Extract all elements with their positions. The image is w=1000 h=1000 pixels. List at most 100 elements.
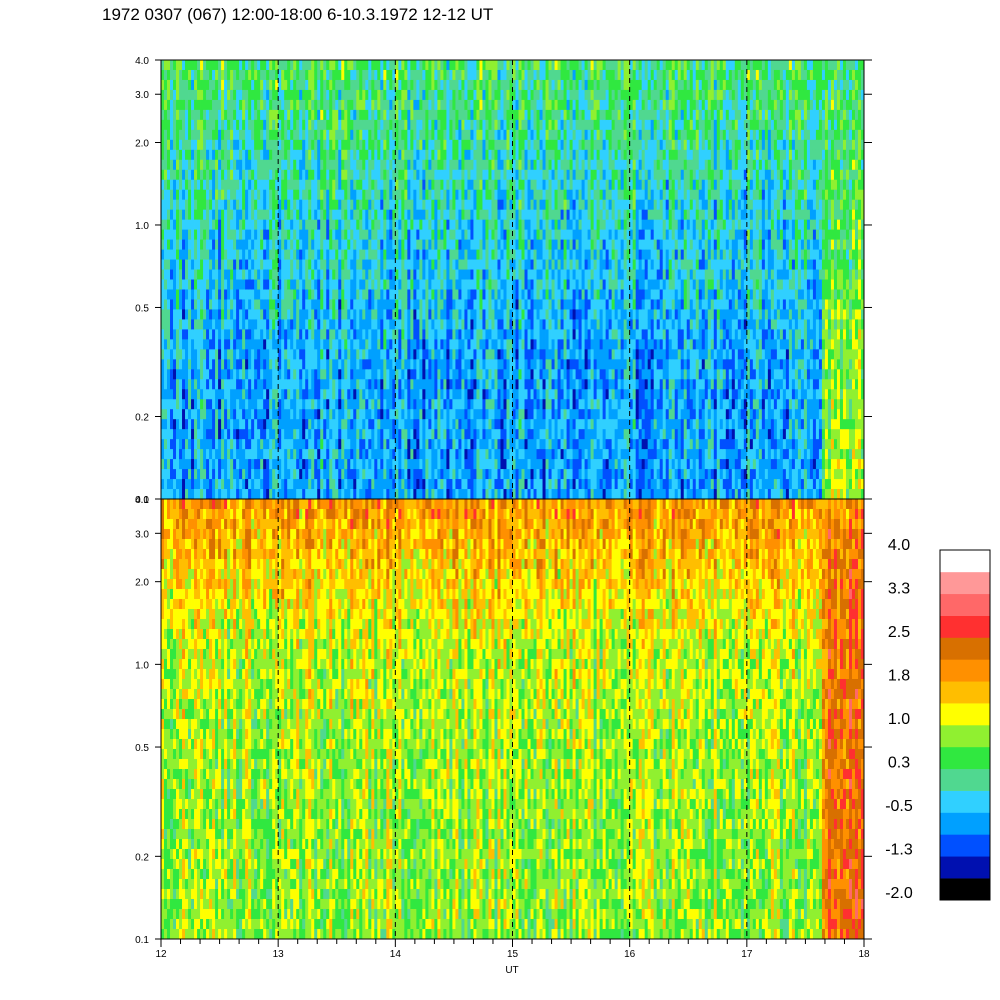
heatmap-cell: [254, 209, 258, 221]
heatmap-cell: [326, 99, 330, 111]
heatmap-cell: [194, 399, 198, 410]
heatmap-cell: [215, 359, 219, 370]
heatmap-cell: [431, 449, 435, 460]
heatmap-cell: [476, 409, 480, 420]
heatmap-cell: [224, 179, 228, 191]
heatmap-cell: [278, 79, 282, 91]
heatmap-cell: [314, 299, 318, 310]
heatmap-cell: [437, 199, 441, 211]
heatmap-cell: [422, 139, 426, 151]
heatmap-cell: [344, 479, 348, 490]
heatmap-cell: [326, 419, 330, 430]
heatmap-cell: [212, 419, 216, 430]
heatmap-cell: [482, 189, 486, 201]
heatmap-cell: [362, 369, 366, 380]
heatmap-cell: [431, 159, 435, 171]
heatmap-cell: [377, 129, 381, 141]
heatmap-cell: [251, 379, 255, 390]
heatmap-cell: [203, 99, 207, 111]
heatmap-cell: [245, 449, 249, 460]
heatmap-cell: [383, 379, 387, 390]
heatmap-cell: [212, 319, 216, 330]
heatmap-cell: [476, 60, 480, 71]
heatmap-cell: [227, 199, 231, 211]
heatmap-cell: [377, 389, 381, 400]
heatmap-cell: [371, 79, 375, 91]
heatmap-cell: [479, 349, 483, 360]
heatmap-cell: [452, 389, 456, 400]
heatmap-cell: [461, 329, 465, 340]
heatmap-cell: [290, 299, 294, 310]
heatmap-cell: [248, 179, 252, 191]
heatmap-cell: [167, 249, 171, 260]
heatmap-cell: [362, 349, 366, 360]
heatmap-cell: [191, 109, 195, 121]
heatmap-cell: [221, 189, 225, 201]
heatmap-cell: [212, 169, 216, 181]
heatmap-cell: [275, 419, 279, 430]
heatmap-cell: [446, 279, 450, 290]
heatmap-cell: [437, 279, 441, 290]
heatmap-cell: [434, 319, 438, 330]
heatmap-cell: [224, 259, 228, 270]
heatmap-cell: [299, 249, 303, 260]
heatmap-cell: [161, 279, 165, 290]
heatmap-cell: [341, 459, 345, 470]
heatmap-cell: [185, 199, 189, 211]
heatmap-cell: [293, 119, 297, 131]
heatmap-cell: [395, 149, 399, 161]
heatmap-cell: [167, 239, 171, 250]
heatmap-cell: [482, 119, 486, 131]
heatmap-cell: [302, 299, 306, 310]
heatmap-cell: [293, 229, 297, 240]
heatmap-cell: [233, 229, 237, 240]
heatmap-cell: [275, 429, 279, 440]
heatmap-cell: [437, 139, 441, 151]
heatmap-cell: [491, 189, 495, 201]
heatmap-cell: [440, 169, 444, 181]
heatmap-cell: [176, 459, 180, 470]
heatmap-cell: [446, 189, 450, 201]
heatmap-cell: [389, 469, 393, 480]
heatmap-cell: [275, 139, 279, 151]
heatmap-cell: [194, 349, 198, 360]
heatmap-cell: [287, 399, 291, 410]
heatmap-cell: [167, 69, 171, 81]
heatmap-cell: [257, 469, 261, 480]
heatmap-cell: [284, 159, 288, 171]
heatmap-cell: [476, 79, 480, 91]
heatmap-cell: [296, 199, 300, 211]
heatmap-cell: [398, 119, 402, 131]
heatmap-cell: [182, 459, 186, 470]
heatmap-cell: [275, 249, 279, 260]
heatmap-cell: [227, 209, 231, 221]
heatmap-cell: [296, 319, 300, 330]
heatmap-cell: [224, 339, 228, 350]
heatmap-cell: [242, 60, 246, 71]
heatmap-cell: [221, 389, 225, 400]
heatmap-cell: [341, 79, 345, 91]
heatmap-cell: [248, 89, 252, 101]
heatmap-cell: [293, 489, 297, 500]
heatmap-cell: [347, 219, 351, 231]
heatmap-cell: [203, 179, 207, 191]
heatmap-cell: [446, 169, 450, 181]
heatmap-cell: [356, 319, 360, 330]
heatmap-cell: [212, 369, 216, 380]
heatmap-cell: [215, 449, 219, 460]
heatmap-cell: [257, 389, 261, 400]
heatmap-cell: [200, 149, 204, 161]
heatmap-cell: [368, 419, 372, 430]
heatmap-cell: [269, 349, 273, 360]
heatmap-cell: [401, 409, 405, 420]
heatmap-cell: [428, 129, 432, 141]
heatmap-cell: [176, 389, 180, 400]
heatmap-cell: [473, 199, 477, 211]
heatmap-cell: [359, 259, 363, 270]
heatmap-cell: [278, 199, 282, 211]
heatmap-cell: [365, 439, 369, 450]
heatmap-cell: [413, 229, 417, 240]
heatmap-cell: [209, 169, 213, 181]
heatmap-cell: [218, 189, 222, 201]
heatmap-cell: [494, 239, 498, 250]
